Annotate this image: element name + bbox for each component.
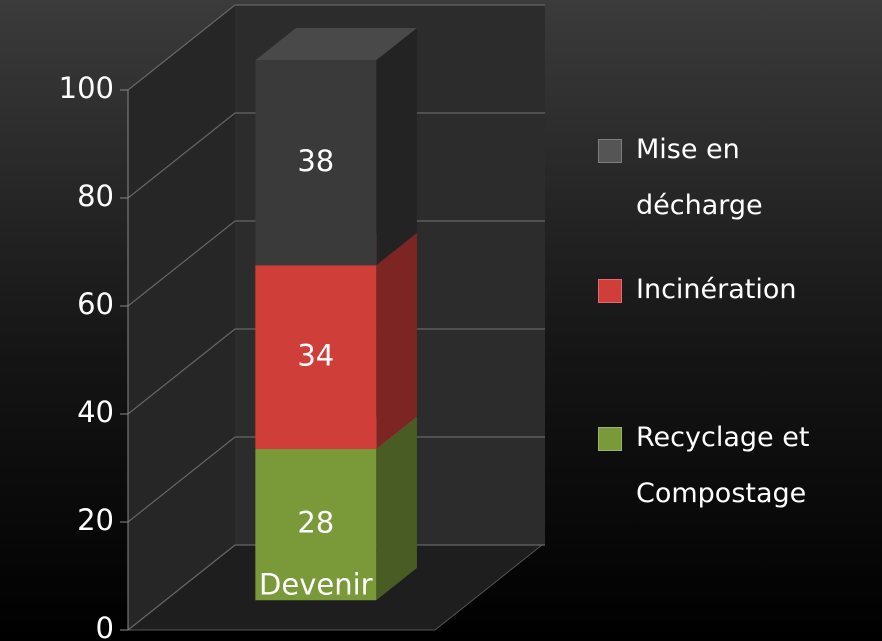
y-tick-label: 40 [77, 395, 114, 429]
bar-side [376, 416, 417, 601]
bar-segment [255, 233, 417, 450]
legend-item: Incinération [598, 262, 851, 318]
y-tick-label: 20 [77, 503, 114, 537]
bar-side [376, 27, 417, 266]
bar-top [255, 27, 417, 61]
x-tick-label: Devenir [259, 567, 373, 601]
y-tick-label: 60 [77, 287, 114, 321]
data-label: 34 [297, 338, 334, 372]
bar-front [255, 265, 377, 450]
data-label: 38 [297, 144, 334, 178]
legend-item: Recyclage et Compostage [598, 410, 851, 522]
legend-label: Incinération [636, 274, 797, 305]
grid-line [127, 220, 545, 307]
grid-line [127, 328, 545, 415]
grid-line [127, 112, 545, 199]
legend-swatch [598, 139, 622, 163]
legend-label: Recyclage et Compostage [636, 422, 810, 509]
y-tick-label: 0 [96, 611, 114, 641]
bar-front [255, 60, 377, 266]
bar-segment [255, 27, 417, 266]
y-tick-label: 100 [59, 71, 114, 105]
bar-side [376, 233, 417, 450]
data-label: 28 [297, 506, 334, 540]
side-wall [128, 5, 235, 630]
legend-swatch [598, 279, 622, 303]
legend-label: Mise en décharge [636, 134, 763, 221]
bar-front [255, 449, 377, 601]
grid-line [127, 544, 545, 631]
legend-item: Mise en décharge [598, 122, 851, 234]
y-tick-label: 80 [77, 179, 114, 213]
grid-line [127, 436, 545, 523]
legend-swatch [598, 427, 622, 451]
grid-line [127, 4, 545, 91]
